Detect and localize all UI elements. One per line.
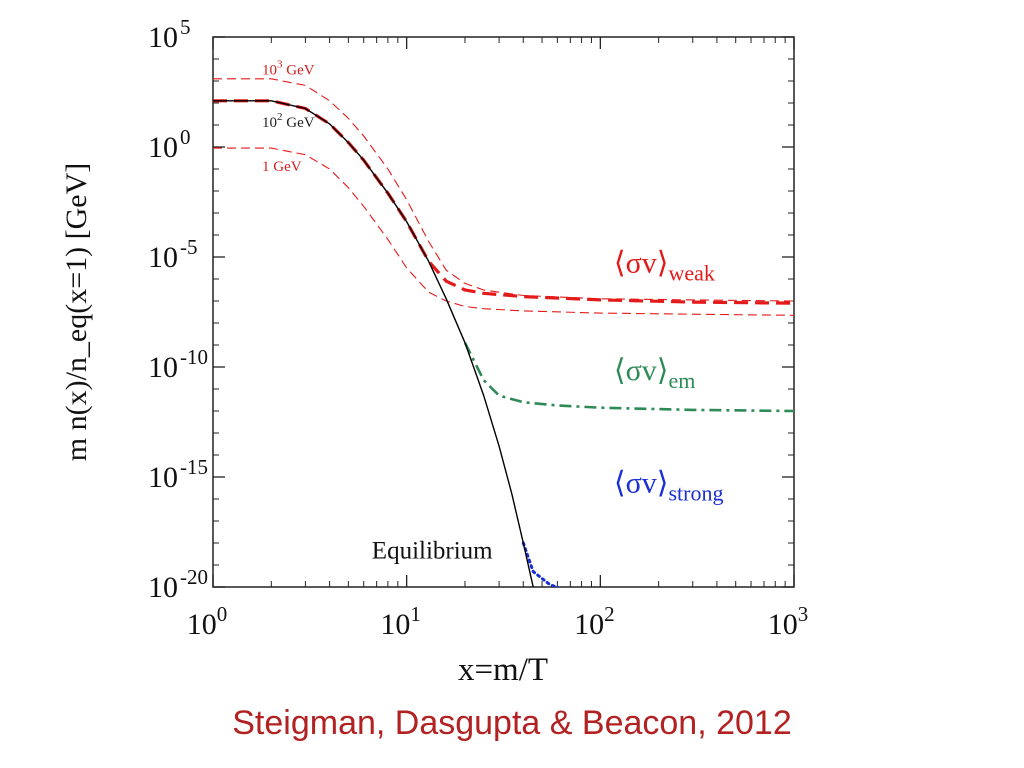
y-tick-exponent: 5 bbox=[180, 15, 191, 39]
y-tick-label: 10 bbox=[148, 571, 178, 604]
y-tick-exponent: -10 bbox=[180, 345, 208, 369]
series-line-equilibrium bbox=[213, 100, 534, 587]
x-tick-labels: 100 101 102 103 bbox=[187, 602, 809, 641]
mass-label: 1 GeV bbox=[262, 159, 302, 175]
minor-ticks bbox=[213, 37, 794, 587]
x-tick-label: 102 bbox=[574, 602, 615, 641]
series-layer bbox=[213, 78, 794, 587]
y-tick-exponent: -15 bbox=[180, 455, 208, 479]
x-tick-label: 103 bbox=[768, 602, 809, 641]
y-tick-label: 10 bbox=[148, 351, 178, 384]
citation-caption: Steigman, Dasgupta & Beacon, 2012 bbox=[232, 704, 792, 742]
y-tick-label: 10 bbox=[148, 241, 178, 274]
y-tick-label: 10 bbox=[148, 131, 178, 164]
annotation-equilibrium: Equilibrium bbox=[372, 537, 493, 564]
x-tick-label: 101 bbox=[380, 602, 421, 641]
mass-labels: 103 GeV 102 GeV 1 GeV bbox=[262, 58, 315, 175]
mass-label: 102 GeV bbox=[262, 111, 315, 131]
y-tick-exponent: -20 bbox=[180, 565, 208, 589]
series-line-strong bbox=[521, 541, 561, 587]
series-line-em bbox=[463, 342, 794, 413]
x-tick-label: 100 bbox=[187, 602, 228, 641]
y-tick-exponent: -5 bbox=[180, 235, 198, 259]
major-ticks bbox=[212, 36, 795, 588]
y-axis-label: m n(x)/n_eq(x=1) [GeV] bbox=[60, 163, 93, 462]
x-axis-label: x=m/T bbox=[458, 652, 548, 688]
mass-label: 103 GeV bbox=[262, 58, 315, 78]
series-line-weak-10-3-gev bbox=[213, 78, 794, 302]
plot-frame bbox=[212, 36, 795, 588]
y-tick-label: 10 bbox=[148, 21, 178, 54]
y-tick-exponent: 0 bbox=[180, 125, 191, 149]
y-tick-label: 10 bbox=[148, 461, 178, 494]
